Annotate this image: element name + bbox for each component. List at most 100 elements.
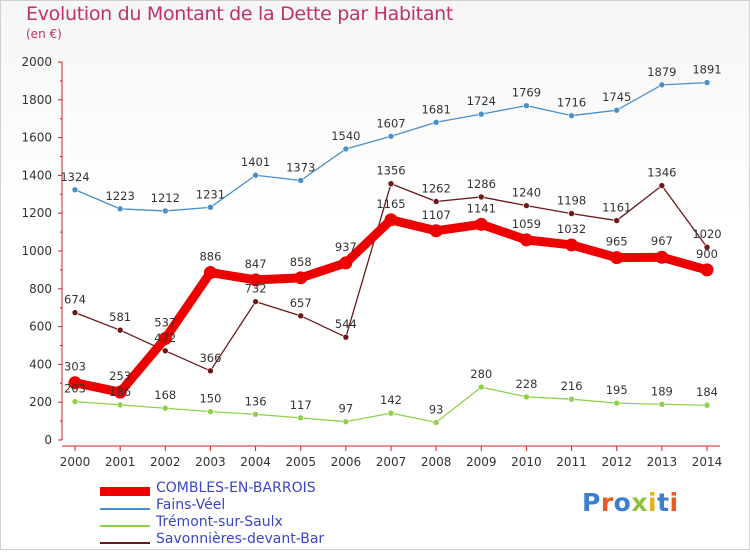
x-tick-label: 2008 bbox=[421, 455, 452, 469]
data-point bbox=[71, 398, 79, 405]
data-point bbox=[523, 102, 530, 109]
data-point bbox=[113, 385, 127, 399]
data-point bbox=[523, 202, 530, 209]
proxiti-logo: Proxiti bbox=[582, 488, 679, 517]
data-label: 303 bbox=[64, 360, 86, 374]
data-label: 1346 bbox=[647, 166, 676, 180]
data-label: 886 bbox=[199, 250, 221, 264]
y-tick-label: 1000 bbox=[21, 244, 52, 258]
data-label: 1212 bbox=[151, 191, 180, 205]
y-tick-label: 400 bbox=[29, 357, 52, 371]
x-tick-label: 2012 bbox=[601, 455, 632, 469]
data-label: 253 bbox=[109, 369, 131, 383]
data-label: 1231 bbox=[196, 187, 225, 201]
data-point bbox=[429, 224, 443, 238]
data-point bbox=[297, 414, 305, 422]
data-label: 1165 bbox=[376, 197, 405, 211]
data-label: 117 bbox=[290, 398, 312, 412]
data-label: 203 bbox=[64, 382, 86, 396]
legend-swatch-tremont bbox=[100, 525, 150, 527]
y-tick-label: 600 bbox=[29, 320, 52, 334]
data-point bbox=[658, 182, 666, 189]
x-tick-label: 2007 bbox=[376, 455, 407, 469]
data-point bbox=[68, 376, 82, 390]
data-point bbox=[161, 404, 169, 412]
data-point bbox=[658, 81, 666, 89]
data-point bbox=[161, 347, 169, 355]
data-point bbox=[203, 266, 217, 280]
data-point bbox=[207, 204, 214, 211]
x-tick-label: 2010 bbox=[511, 455, 542, 469]
data-point bbox=[613, 106, 621, 114]
data-label: 858 bbox=[290, 255, 312, 269]
data-point bbox=[703, 243, 711, 251]
data-point bbox=[613, 399, 621, 407]
data-label: 1059 bbox=[512, 217, 541, 231]
data-point bbox=[342, 333, 350, 341]
x-tick-label: 2004 bbox=[240, 455, 271, 469]
legend-swatch-combles bbox=[100, 487, 150, 496]
data-point bbox=[523, 393, 530, 401]
data-point bbox=[252, 410, 259, 418]
data-label: 1724 bbox=[467, 94, 496, 108]
y-tick-label: 1400 bbox=[21, 168, 52, 182]
data-label: 1240 bbox=[512, 186, 541, 200]
data-point bbox=[252, 171, 259, 179]
data-label: 93 bbox=[429, 402, 444, 416]
data-label: 136 bbox=[245, 394, 267, 408]
data-label: 657 bbox=[290, 296, 312, 310]
data-label: 186 bbox=[109, 385, 131, 399]
data-label: 1769 bbox=[512, 86, 541, 100]
data-point bbox=[613, 217, 621, 224]
data-point bbox=[207, 367, 214, 375]
data-label: 1141 bbox=[467, 201, 496, 215]
data-point bbox=[568, 210, 575, 217]
data-label: 1324 bbox=[60, 170, 89, 184]
data-label: 965 bbox=[606, 235, 628, 249]
x-tick-label: 2002 bbox=[150, 455, 181, 469]
data-point bbox=[477, 110, 485, 118]
data-label: 1401 bbox=[241, 155, 270, 169]
data-point bbox=[297, 177, 305, 184]
x-tick-label: 2014 bbox=[692, 455, 723, 469]
data-point bbox=[703, 401, 711, 409]
y-tick-label: 1600 bbox=[21, 131, 52, 145]
data-point bbox=[387, 180, 395, 188]
data-label: 1879 bbox=[647, 65, 676, 79]
data-label: 228 bbox=[515, 377, 537, 391]
data-point bbox=[568, 112, 575, 119]
data-point bbox=[432, 198, 440, 205]
data-point bbox=[703, 79, 711, 86]
data-label: 216 bbox=[561, 379, 583, 393]
data-point bbox=[116, 326, 124, 334]
data-label: 967 bbox=[651, 234, 673, 248]
data-point bbox=[655, 250, 669, 264]
y-tick-label: 0 bbox=[44, 433, 52, 447]
x-tick-label: 2003 bbox=[195, 455, 226, 469]
data-label: 1198 bbox=[557, 194, 586, 208]
data-label: 142 bbox=[380, 393, 402, 407]
y-tick-label: 200 bbox=[29, 395, 52, 409]
data-point bbox=[161, 207, 169, 215]
legend-label-combles: COMBLES-EN-BARROIS bbox=[156, 480, 316, 496]
data-point bbox=[384, 213, 398, 227]
data-label: 168 bbox=[154, 388, 176, 402]
data-label: 900 bbox=[696, 247, 718, 261]
data-label: 1107 bbox=[422, 208, 451, 222]
data-label: 1356 bbox=[376, 164, 405, 178]
chart-subtitle: (en €) bbox=[26, 27, 62, 41]
data-point bbox=[432, 419, 440, 426]
data-label: 1262 bbox=[422, 181, 451, 195]
data-label: 732 bbox=[245, 282, 267, 296]
legend-label-savonnieres: Savonnières-devant-Bar bbox=[156, 531, 325, 547]
data-point bbox=[252, 298, 259, 305]
y-tick-label: 1200 bbox=[21, 206, 52, 220]
data-label: 1607 bbox=[376, 116, 405, 130]
legend-swatch-fains bbox=[100, 508, 150, 510]
y-tick-label: 2000 bbox=[21, 55, 52, 69]
data-label: 1745 bbox=[602, 90, 631, 104]
data-point bbox=[339, 256, 353, 270]
data-label: 544 bbox=[335, 317, 357, 331]
data-point bbox=[207, 408, 214, 415]
